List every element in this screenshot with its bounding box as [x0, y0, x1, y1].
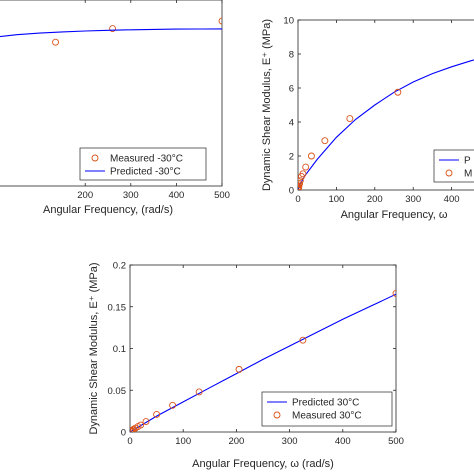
y-tick-label: 0.05: [108, 386, 127, 397]
x-tick-label: 400: [444, 194, 460, 205]
y-axis-label: Dynamic Shear Modulus, E⁺ (MPa): [88, 262, 100, 434]
plot-frame: [0, 0, 223, 187]
data-point: [137, 421, 145, 429]
y-tick-label: 10: [283, 16, 294, 27]
legend-label: M: [464, 169, 472, 180]
data-point: [298, 180, 303, 187]
y-tick-label: 2: [289, 152, 294, 163]
chart-bottom: 0 100 200 300 400 500 0 0.05 0.1 0.15 0.2 Angular F…: [88, 261, 404, 471]
data-point: [235, 365, 243, 373]
legend-box: [79, 147, 207, 181]
legend-box: [433, 149, 474, 183]
y-tick-label: 0.1: [113, 344, 126, 355]
data-point: [153, 411, 161, 418]
plot-area: [130, 289, 396, 432]
plot-area: [298, 59, 474, 190]
y-tick-label: 8: [289, 50, 294, 61]
legend-label: P: [464, 156, 471, 167]
legend: PM: [433, 149, 474, 183]
x-tick-label: 300: [405, 194, 421, 205]
legend: Predicted 30°C Measured 30°C: [261, 391, 393, 427]
legend-marker-swatch: [91, 154, 99, 162]
data-point: [307, 152, 315, 160]
data-point: [298, 177, 304, 185]
x-tick-label: 500: [214, 190, 230, 201]
plot-area: [0, 17, 222, 46]
x-tick-label: 200: [77, 190, 93, 201]
data-point: [394, 88, 402, 96]
data-point: [109, 25, 117, 32]
x-axis-label: Angular Frequency, ω: [341, 209, 448, 221]
x-axis-label: Angular Frequency, (rad/s): [43, 204, 173, 216]
legend: Measured -30°C Predicted -30°C: [79, 147, 207, 181]
legend-marker-swatch: [445, 169, 453, 177]
x-tick-label: 0: [295, 194, 300, 205]
legend-label: Predicted 30°C: [292, 398, 359, 409]
data-point: [299, 170, 307, 178]
legend-box: [261, 391, 393, 427]
plot-frame: [297, 19, 474, 191]
legend-marker-swatch: [273, 411, 281, 419]
data-point: [346, 115, 354, 123]
data-point: [218, 17, 222, 25]
chart-top-right: 0 100 200 300 400 0 2 4 6 8 10 Angular Frequency, ω…: [261, 16, 474, 221]
data-point: [302, 163, 310, 171]
x-tick-label: 400: [335, 436, 351, 447]
y-tick-label: 0: [121, 428, 126, 439]
y-tick-label: 4: [289, 118, 294, 129]
data-point: [195, 388, 203, 396]
y-axis-label: Dynamic Shear Modulus, E⁺ (MPa): [261, 19, 273, 191]
x-axis-label: Angular Frequency, ω (rad/s): [192, 458, 334, 470]
legend-label: Measured -30°C: [110, 154, 183, 165]
x-tick-label: 0: [127, 436, 132, 447]
x-tick-label: 500: [388, 436, 404, 447]
data-point: [321, 137, 329, 145]
x-tick-label: 400: [168, 190, 184, 201]
x-tick-label: 100: [328, 194, 344, 205]
y-tick-label: 6: [289, 84, 294, 95]
data-point: [299, 336, 307, 344]
x-tick-label: 100: [175, 436, 191, 447]
series-line: [0, 28, 222, 38]
legend-label: Predicted -30°C: [110, 167, 181, 178]
legend-label: Measured 30°C: [292, 411, 362, 422]
x-tick-label: 300: [123, 190, 139, 201]
y-tick-label: 0.2: [113, 261, 126, 272]
y-tick-label: 0: [289, 186, 294, 197]
series-line: [130, 293, 396, 432]
chart-top-left: 0200300400500Angular Frequency, (rad/s)M…: [0, 0, 230, 216]
x-tick-label: 200: [367, 194, 383, 205]
data-point: [142, 418, 150, 426]
data-point: [392, 289, 396, 297]
x-tick-label: 200: [228, 436, 244, 447]
x-tick-label: 300: [282, 436, 298, 447]
data-point: [169, 401, 177, 409]
data-point: [52, 38, 60, 46]
y-tick-label: 0.15: [108, 302, 127, 313]
